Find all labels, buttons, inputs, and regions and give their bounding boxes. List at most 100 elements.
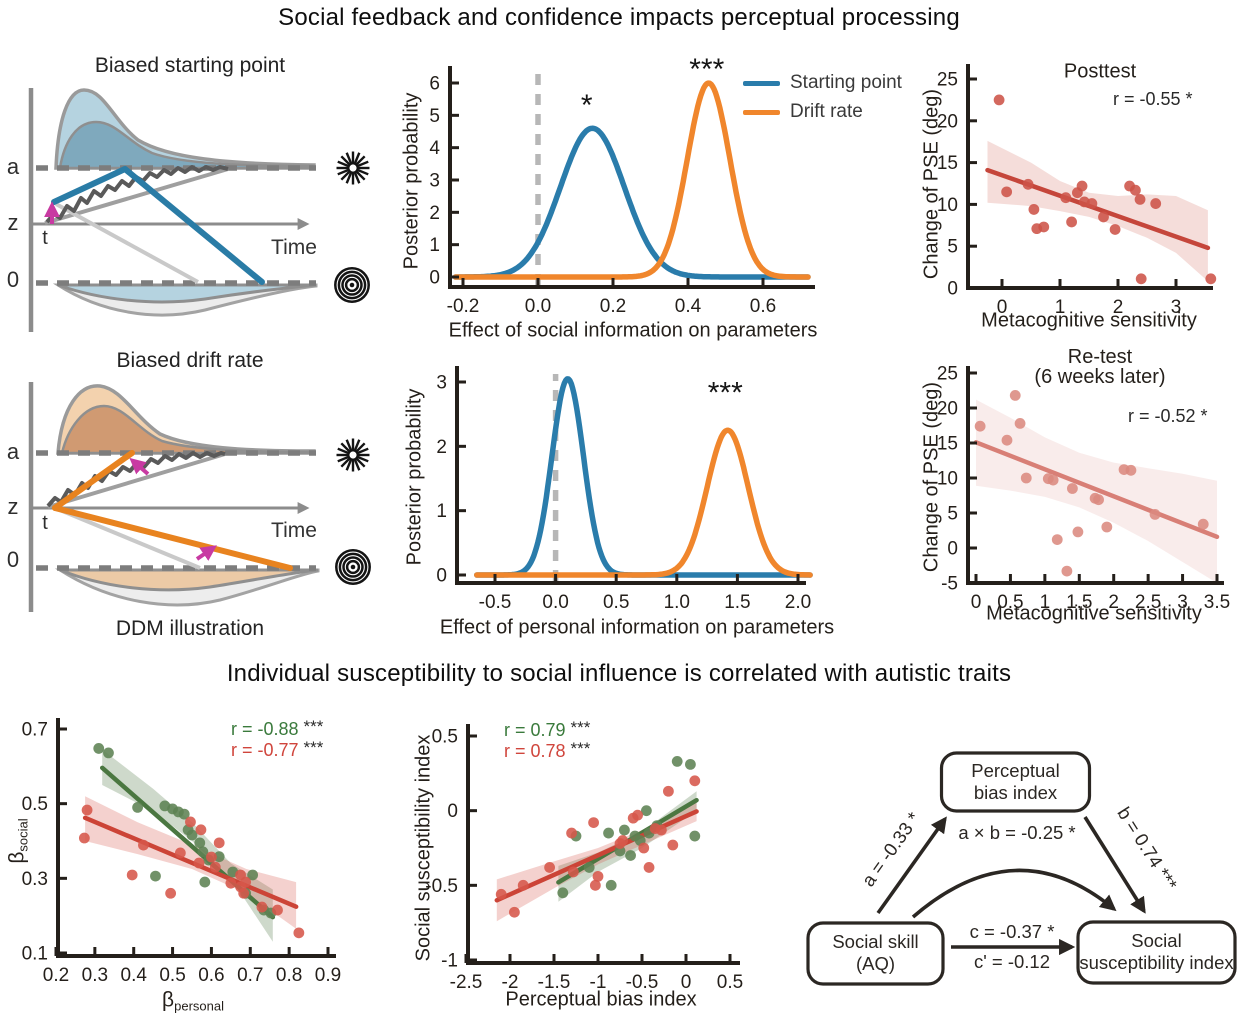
posterior-personal-xlabel: Effect of personal information on parame… [439,616,835,639]
svg-text:10: 10 [937,469,958,490]
svg-text:0.4: 0.4 [675,296,702,317]
svg-text:0.6: 0.6 [198,965,224,986]
path-c-prime-label: c' = -0.12 [974,951,1050,972]
legend-label-drift-rate: Drift rate [790,101,863,122]
svg-text:1.5: 1.5 [1066,592,1092,613]
svg-text:0.5: 0.5 [22,794,48,815]
svg-text:20: 20 [937,111,958,132]
biased-drift-down [52,505,293,571]
chart-posterior-personal: *** -0.5 0.0 0.5 1.0 1.5 2.0 0 1 2 3 [436,366,813,613]
retest-title-line2: (6 weeks later) [1034,366,1166,388]
svg-text:0.3: 0.3 [22,869,48,890]
starburst-icon [336,151,370,185]
posttest-xlabel: Metacognitive sensitivity [981,309,1197,332]
alt-drift-line [54,506,201,570]
svg-text:0.3: 0.3 [82,965,108,986]
svg-text:-0.5: -0.5 [425,876,458,897]
svg-text:0.0: 0.0 [542,592,568,613]
box-outcome-line1: Social [1131,930,1181,951]
svg-text:0.2: 0.2 [43,965,69,986]
svg-text:20: 20 [937,399,958,420]
beta-xlabel-sub: personal [174,998,224,1014]
svg-text:0.8: 0.8 [276,965,302,986]
svg-text:5: 5 [947,237,958,258]
retest-r-label: r = -0.52 * [1128,406,1208,426]
alt-drift-line [55,202,199,284]
svg-text:0.5: 0.5 [603,592,629,613]
beta-ylabel-main: β [5,851,29,864]
svg-text:-0.2: -0.2 [447,296,480,317]
label-t: t [42,512,48,534]
svg-text:15: 15 [937,434,958,455]
suscept-r-red: r = 0.78 *** [504,739,591,761]
svg-text:25: 25 [937,70,958,91]
label-z: z [8,494,19,519]
svg-text:***: *** [708,376,743,409]
svg-text:0: 0 [429,268,440,289]
legend-swatch-blue [743,80,780,86]
svg-text:-2.5: -2.5 [450,972,483,993]
path-c-label: c = -0.37 * [970,921,1055,942]
box-social-skill [806,921,945,986]
svg-text:10: 10 [937,195,958,216]
svg-text:0: 0 [947,539,958,560]
retest-xlabel: Metacognitive sensitivity [986,602,1202,625]
posttest-title: Posttest [1063,60,1137,83]
path-a-label: a = -0.33 * [857,808,924,890]
concentric-circles-icon [334,267,370,303]
svg-text:0: 0 [681,972,692,993]
svg-text:2: 2 [429,203,440,224]
svg-text:5: 5 [947,504,958,525]
path-b-arrow [1083,816,1146,914]
svg-text:2: 2 [1113,297,1124,318]
retest-title-line1: Re-test [1067,346,1133,368]
svg-text:-5: -5 [941,574,958,595]
svg-text:1: 1 [1055,297,1066,318]
beta-ylabel-sub: social [15,818,31,852]
svg-text:-2: -2 [502,972,519,993]
svg-text:0: 0 [971,592,982,613]
box-mediator-line2: bias index [974,782,1058,803]
box-outcome-line2: susceptibility index [1079,952,1234,973]
svg-text:5: 5 [429,106,440,127]
svg-text:3.5: 3.5 [1204,592,1230,613]
svg-text:***: *** [689,53,724,86]
posttest-r-label: r = -0.55 * [1113,89,1193,109]
concentric-circles-icon [335,549,371,585]
rt-dist-upper-inner [60,404,314,455]
beta-r-green: r = -0.88 *** [231,717,324,739]
drift-shift-arrow-top [129,457,150,476]
svg-text:0.5: 0.5 [159,965,185,986]
beta-r-labels: r = -0.88 *** r = -0.77 *** [231,717,324,761]
label-time: Time [271,519,317,542]
svg-text:0.5: 0.5 [717,972,743,993]
box-predictor-line1: Social skill [832,931,918,952]
svg-text:15: 15 [937,153,958,174]
ddm-caption: DDM illustration [115,617,265,640]
svg-text:1.0: 1.0 [664,592,690,613]
svg-text:2: 2 [1108,592,1119,613]
svg-text:0.9: 0.9 [315,965,341,986]
retest-title: Re-test (6 weeks later) [1034,347,1165,387]
svg-text:0: 0 [997,297,1008,318]
posterior-legend: Starting point Drift rate [743,72,902,130]
label-0: 0 [7,547,19,572]
label-a: a [7,439,20,464]
svg-text:1: 1 [436,501,447,522]
box-perceptual-bias-index [939,751,1092,813]
rt-dist-lower-tan [59,568,319,592]
ddm-biased-drift-rate-panel: a z 0 t Time [7,382,371,612]
drift-shift-arrow-bottom [195,545,217,561]
label-t: t [42,227,48,249]
mediation-diagram: Perceptual bias index Social skill (AQ) … [806,751,1237,986]
svg-text:25: 25 [937,364,958,385]
biased-start-path [51,166,265,285]
svg-text:0.7: 0.7 [22,720,48,741]
svg-text:3: 3 [1171,297,1182,318]
chart-suscept: -2.5 -2 -1.5 -1 -0.5 0 0.5 -1 -0.5 0 0.5 [425,724,743,993]
rt-dist-upper-inner [58,120,314,170]
beta-ylabel: βsocial [6,818,31,863]
